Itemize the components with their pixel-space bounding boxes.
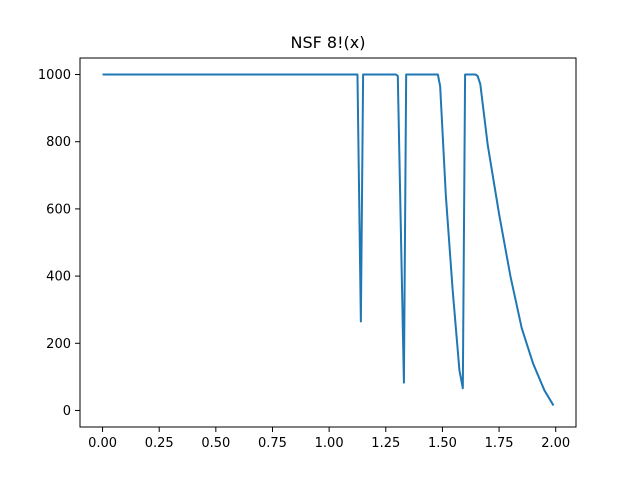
y-tick-label: 200 <box>46 337 71 352</box>
x-tick-label: 2.00 <box>541 436 570 451</box>
y-tick-label: 1000 <box>38 68 71 83</box>
x-tick-label: 0.00 <box>88 436 117 451</box>
y-tick-label: 400 <box>46 270 71 285</box>
x-tick-label: 1.00 <box>315 436 344 451</box>
x-tick-label: 0.50 <box>201 436 230 451</box>
chart-title: NSF 8!(x) <box>291 33 366 52</box>
x-tick-label: 1.25 <box>371 436 400 451</box>
y-tick-label: 600 <box>46 202 71 217</box>
y-tick-label: 0 <box>63 404 71 419</box>
series-line-0 <box>102 73 555 406</box>
axes-frame <box>79 57 577 428</box>
x-tick-label: 1.50 <box>428 436 457 451</box>
x-tick-label: 1.75 <box>485 436 514 451</box>
x-axis: 0.00 0.25 0.50 0.75 1.00 1.25 1.50 1.75 2.00 <box>88 427 570 451</box>
x-tick-label: 0.75 <box>258 436 287 451</box>
plot-area <box>102 73 555 406</box>
y-tick-label: 800 <box>46 135 71 150</box>
y-axis: 0 200 400 600 800 1000 <box>38 68 80 419</box>
x-tick-label: 0.25 <box>145 436 174 451</box>
